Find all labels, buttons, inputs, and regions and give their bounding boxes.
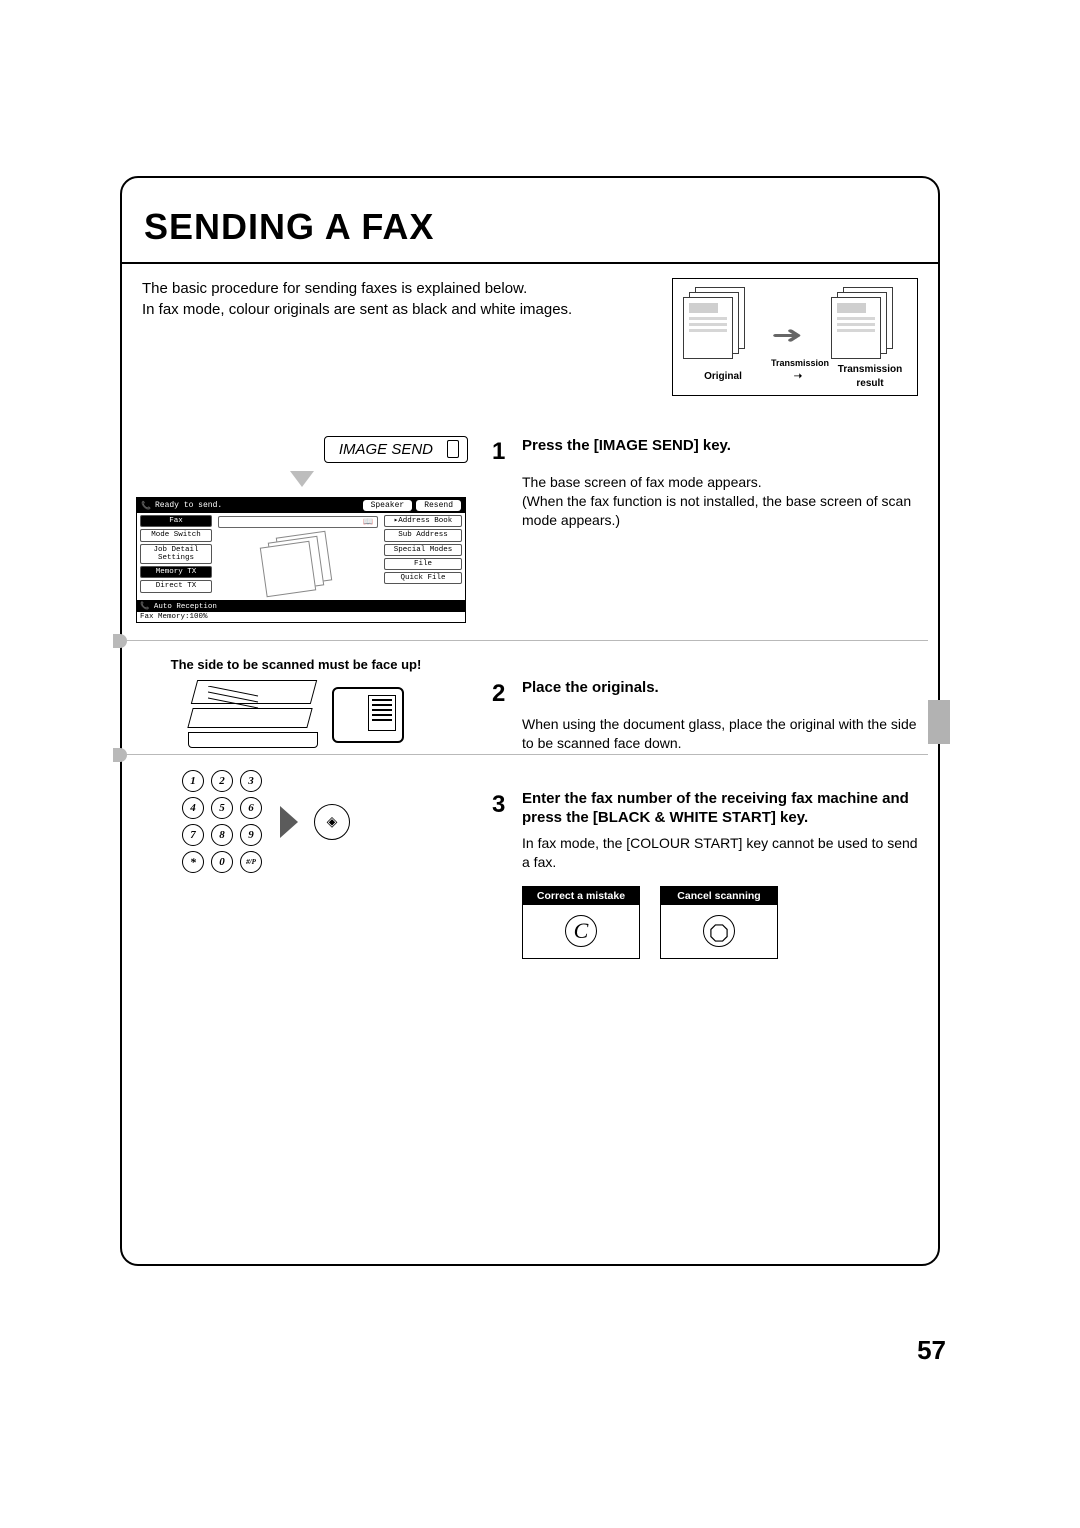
keypad-key[interactable]: 2 [211,770,233,792]
lcd-paper-stack-icon [263,534,333,594]
step-number: 3 [492,789,512,828]
lcd-sub-address-button[interactable]: Sub Address [384,529,462,541]
intro-line-1: The basic procedure for sending faxes is… [142,278,658,299]
transmission-figure: ➜ Transmission Original ➝ Transmission r… [672,278,918,396]
keypad-key[interactable]: 3 [240,770,262,792]
lcd-fax-memory: Fax Memory:100% [137,612,465,622]
lcd-auto-reception: 📞 Auto Reception [140,601,217,611]
lcd-mode-switch-button[interactable]: Mode Switch [140,529,212,541]
step-1-title: Press the [IMAGE SEND] key. [522,436,731,467]
arrow-under-icon: ➝ [773,370,823,384]
originals-illustration [146,680,446,750]
step-3-body: In fax mode, the [COLOUR START] key cann… [522,834,926,872]
keypad-key[interactable]: 9 [240,824,262,846]
right-steps-column: 1 Press the [IMAGE SEND] key. The base s… [492,406,926,959]
lcd-resend-button[interactable]: Resend [416,500,461,511]
step-2-title: Place the originals. [522,678,659,709]
steps-area: IMAGE SEND 📞 Ready to send. Speaker Rese… [122,406,938,1176]
lcd-address-book-button[interactable]: ▸Address Book [384,515,462,527]
lcd-special-modes-button[interactable]: Special Modes [384,544,462,556]
step-number: 1 [492,436,512,467]
lcd-job-detail-button[interactable]: Job Detail Settings [140,544,212,565]
result-doc-icon [831,287,899,357]
intro-block: The basic procedure for sending faxes is… [122,264,938,406]
image-send-button[interactable]: IMAGE SEND [324,436,468,463]
keypad-key[interactable]: #/P [240,851,262,873]
lcd-fax-button[interactable]: Fax [140,515,212,527]
transmission-arrow-icon: ➜ [771,319,803,353]
lcd-speaker-button[interactable]: Speaker [363,500,413,511]
cancel-scanning-label: Cancel scanning [661,887,777,905]
clear-button[interactable]: C [565,915,597,947]
keypad-key[interactable]: 4 [182,797,204,819]
manual-page-frame: SENDING A FAX The basic procedure for se… [120,176,940,1266]
lcd-ready-text: Ready to send. [155,501,359,510]
lcd-direct-tx-button[interactable]: Direct TX [140,580,212,592]
document-glass-icon [332,687,404,743]
keypad-key[interactable]: * [182,851,204,873]
left-illustration-column: IMAGE SEND 📞 Ready to send. Speaker Rese… [122,406,482,873]
keypad-key[interactable]: 1 [182,770,204,792]
step-2-body: When using the document glass, place the… [522,715,926,753]
down-arrow-icon [290,471,314,487]
cancel-scanning-box: Cancel scanning [660,886,778,959]
fax-lcd-screen: 📞 Ready to send. Speaker Resend Fax Mode… [136,497,466,623]
stop-button[interactable] [703,915,735,947]
start-button-icon[interactable]: ◈ [314,804,350,840]
lcd-quick-file-button[interactable]: Quick File [384,572,462,584]
step-1: 1 Press the [IMAGE SEND] key. The base s… [492,436,926,530]
stop-icon [710,922,728,940]
step-3-title: Enter the fax number of the receiving fa… [522,789,926,828]
original-doc-icon [683,287,751,357]
keypad-key[interactable]: 0 [211,851,233,873]
keypad-illustration: 1 2 3 4 5 6 7 8 9 * 0 #/P ◈ [182,770,482,873]
keypad-key[interactable]: 6 [240,797,262,819]
lcd-memory-tx-button[interactable]: Memory TX [140,566,212,578]
original-label: Original [673,370,773,384]
image-send-label: IMAGE SEND [339,441,433,458]
page-number: 57 [917,1335,946,1366]
intro-line-2: In fax mode, colour originals are sent a… [142,299,658,320]
right-arrow-icon [280,806,298,838]
keypad-key[interactable]: 8 [211,824,233,846]
page-title: SENDING A FAX [122,178,938,262]
step-number: 2 [492,678,512,709]
step-3: 3 Enter the fax number of the receiving … [492,789,926,959]
intro-text: The basic procedure for sending faxes is… [142,278,658,396]
step-1-body: The base screen of fax mode appears. (Wh… [522,473,926,530]
originals-caption: The side to be scanned must be face up! [146,657,446,672]
adf-icon [188,680,318,750]
lcd-file-button[interactable]: File [384,558,462,570]
correct-mistake-label: Correct a mistake [523,887,639,905]
keypad-key[interactable]: 5 [211,797,233,819]
step-2: 2 Place the originals. When using the do… [492,678,926,753]
image-send-led-icon [447,440,459,458]
correct-mistake-box: Correct a mistake C [522,886,640,959]
keypad-key[interactable]: 7 [182,824,204,846]
result-label: Transmission result [823,363,917,391]
